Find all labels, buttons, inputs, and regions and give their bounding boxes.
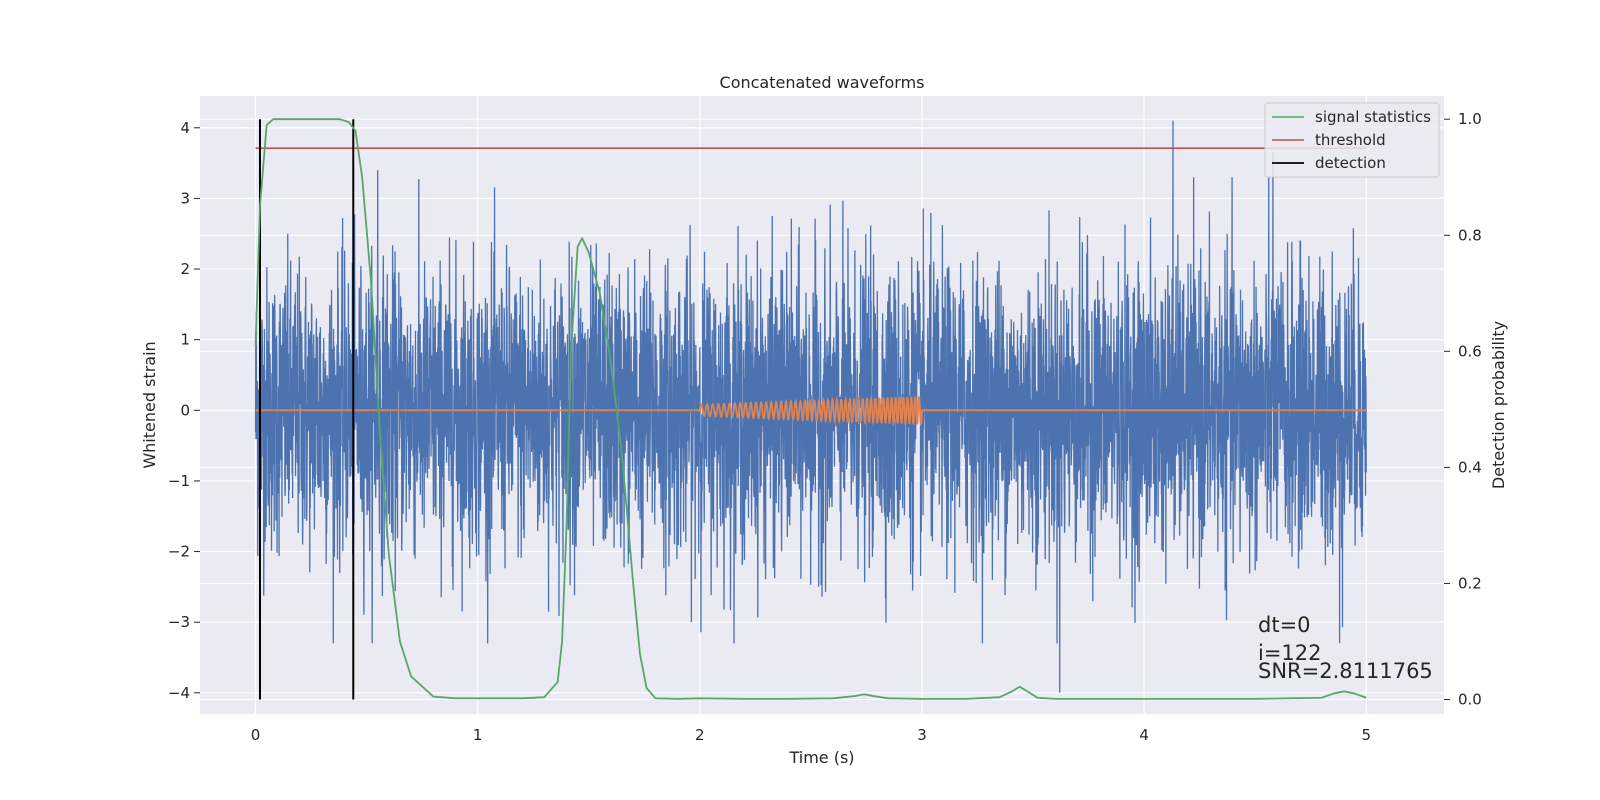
legend: signal statistics threshold detection xyxy=(1264,102,1440,178)
chart-title: Concatenated waveforms xyxy=(720,73,925,92)
x-axis: 0 1 2 3 4 5 xyxy=(251,726,1371,744)
y-tick-label: −1 xyxy=(168,472,190,490)
legend-label-threshold: threshold xyxy=(1315,131,1386,149)
template-line xyxy=(255,395,1367,427)
y2-tick-label: 0.0 xyxy=(1458,690,1482,708)
x-tick-label: 1 xyxy=(473,726,483,744)
x-tick-label: 5 xyxy=(1361,726,1371,744)
legend-box xyxy=(1264,102,1440,178)
annotation-index: i=122 xyxy=(1258,641,1322,665)
y-axis-right: 0.0 0.2 0.4 0.6 0.8 1.0 xyxy=(1444,110,1482,708)
y2-tick-label: 0.8 xyxy=(1458,226,1482,244)
y2-axis-label: Detection probability xyxy=(1489,321,1508,489)
signal-statistics-series xyxy=(254,118,1367,700)
annotation-dt: dt=0 xyxy=(1258,613,1311,637)
y-tick-label: 4 xyxy=(180,119,190,137)
y-tick-label: 2 xyxy=(180,260,190,278)
y-tick-label: 0 xyxy=(180,401,190,419)
legend-label-signal-statistics: signal statistics xyxy=(1315,108,1431,126)
signal-statistics-line xyxy=(254,118,1367,700)
y-tick-label: −4 xyxy=(168,684,190,702)
x-tick-label: 2 xyxy=(695,726,705,744)
y-tick-label: −2 xyxy=(168,543,190,561)
template-series xyxy=(255,395,1367,427)
y-tick-label: 1 xyxy=(180,331,190,349)
y-tick-label: 3 xyxy=(180,189,190,207)
y2-tick-label: 0.4 xyxy=(1458,458,1482,476)
x-tick-label: 0 xyxy=(251,726,261,744)
y2-tick-label: 0.6 xyxy=(1458,342,1482,360)
legend-label-detection: detection xyxy=(1315,154,1386,172)
y-axis-left: −4 −3 −2 −1 0 1 2 3 4 xyxy=(168,119,200,702)
x-tick-label: 4 xyxy=(1139,726,1149,744)
x-tick-label: 3 xyxy=(917,726,927,744)
y-tick-label: −3 xyxy=(168,613,190,631)
x-axis-label: Time (s) xyxy=(788,748,854,767)
y2-tick-label: 0.2 xyxy=(1458,574,1482,592)
y-axis-label: Whitened strain xyxy=(140,341,159,468)
y2-tick-label: 1.0 xyxy=(1458,110,1482,128)
annotation-snr: SNR=2.8111765 xyxy=(1258,659,1433,683)
annotation: dt=0 i=122 SNR=2.8111765 xyxy=(1258,613,1433,683)
